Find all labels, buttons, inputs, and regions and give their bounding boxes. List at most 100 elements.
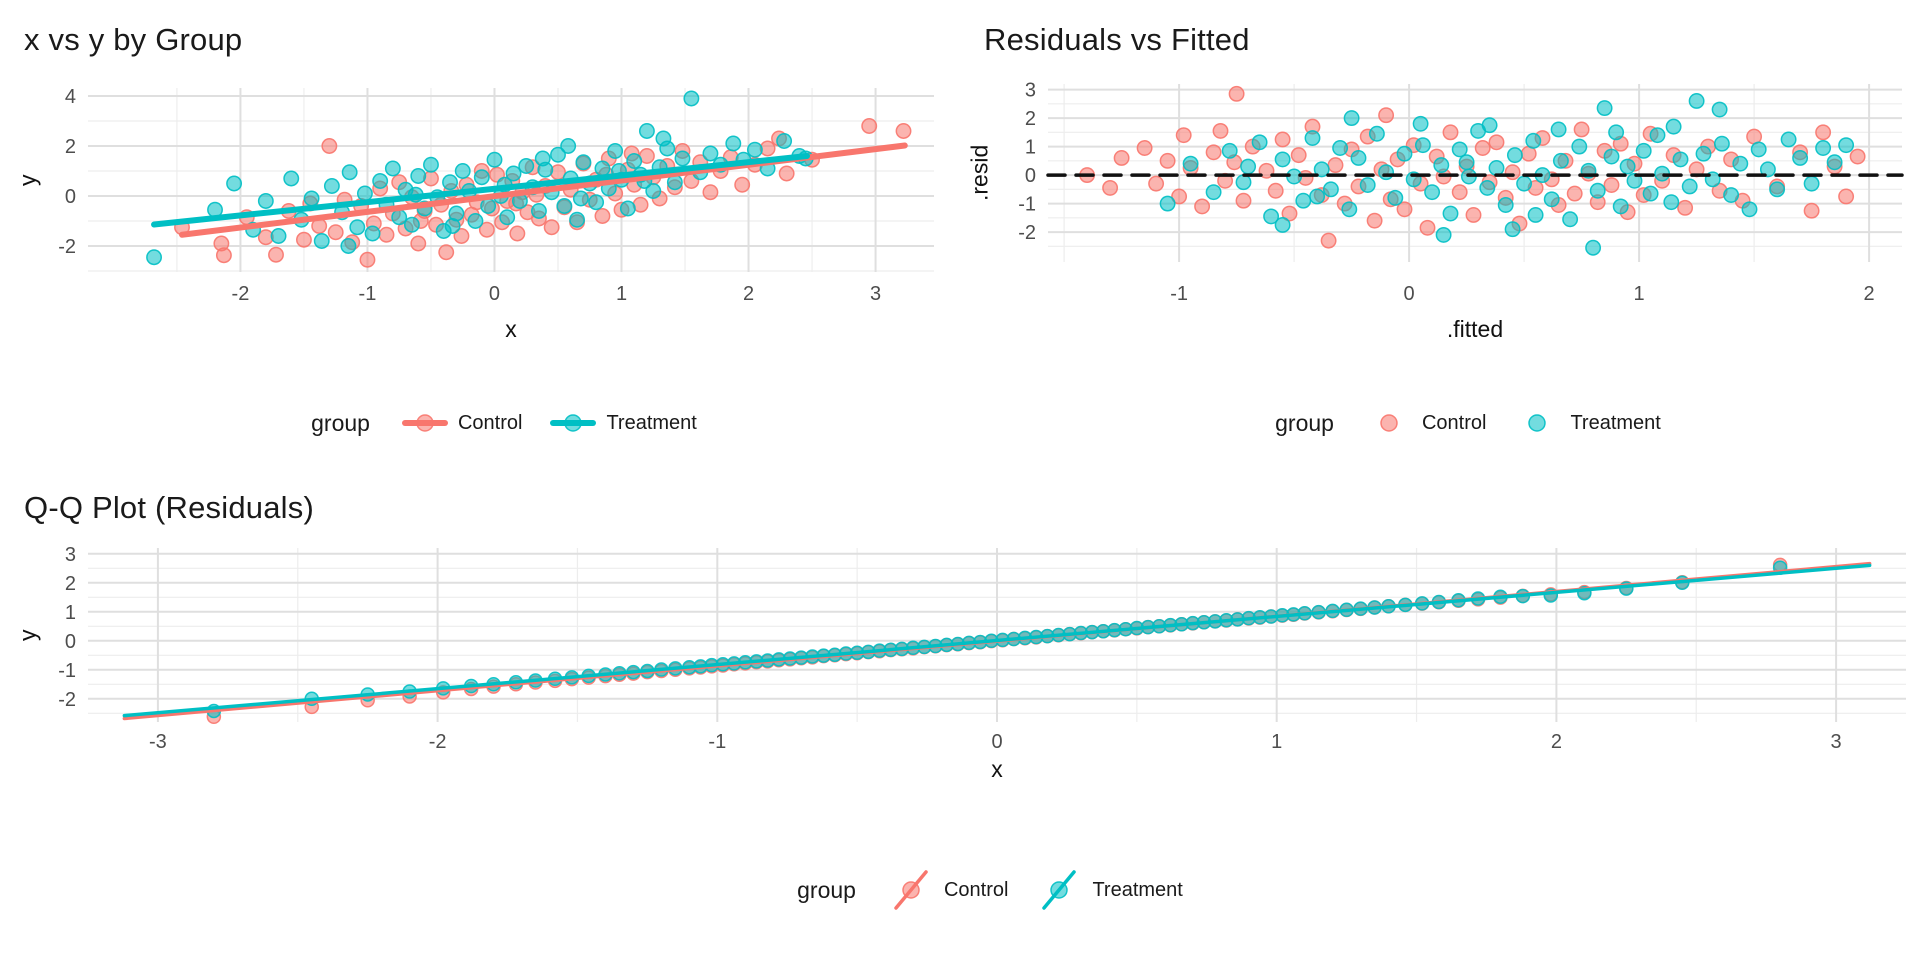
data-point-control bbox=[1451, 184, 1468, 201]
data-point-control bbox=[1419, 219, 1436, 236]
x-tick-label: -1 bbox=[708, 731, 726, 753]
y-tick-label: -2 bbox=[58, 689, 76, 711]
panel3-y-axis-label: y bbox=[14, 629, 41, 641]
data-point-control bbox=[1148, 175, 1165, 192]
data-point-control bbox=[1113, 150, 1130, 166]
y-tick-label: 0 bbox=[65, 631, 76, 653]
y-tick-label: -2 bbox=[58, 236, 76, 258]
legend-entry-control: Control bbox=[1366, 405, 1486, 441]
y-tick-label: -2 bbox=[1018, 222, 1036, 244]
data-point-control bbox=[1171, 188, 1188, 205]
data-point-treatment bbox=[505, 165, 522, 182]
data-point-treatment bbox=[725, 135, 742, 152]
data-point-treatment bbox=[572, 190, 589, 207]
x-tick-label: 1 bbox=[1271, 731, 1282, 753]
y-tick-label: 0 bbox=[65, 186, 76, 208]
data-point-treatment bbox=[1235, 174, 1252, 191]
x-tick-label: 0 bbox=[489, 283, 500, 305]
data-point-treatment bbox=[1713, 135, 1730, 152]
data-point-treatment bbox=[1626, 172, 1643, 189]
data-point-treatment bbox=[1263, 208, 1280, 225]
control-dot-key-icon bbox=[1380, 414, 1398, 432]
data-point-treatment bbox=[1274, 217, 1291, 233]
data-point-control bbox=[1815, 124, 1832, 141]
x-tick-label: 3 bbox=[1831, 731, 1842, 753]
data-point-treatment bbox=[638, 123, 655, 139]
data-point-treatment bbox=[467, 213, 484, 229]
data-point-treatment bbox=[1608, 124, 1625, 141]
x-tick-label: 0 bbox=[991, 731, 1002, 753]
data-point-treatment bbox=[1240, 158, 1257, 175]
y-tick-label: 2 bbox=[65, 573, 76, 595]
data-point-control bbox=[1573, 121, 1590, 138]
data-point-treatment bbox=[1414, 137, 1431, 154]
data-point-treatment bbox=[313, 233, 330, 249]
data-point-control bbox=[861, 118, 878, 134]
data-point-treatment bbox=[1562, 211, 1579, 228]
data-point-treatment bbox=[1313, 161, 1330, 178]
y-tick-label: 2 bbox=[65, 136, 76, 158]
treatment-diagonal-key-icon bbox=[1042, 870, 1077, 910]
data-point-control bbox=[1803, 202, 1820, 219]
data-point-treatment bbox=[1663, 194, 1680, 211]
x-tick-label: 2 bbox=[1551, 731, 1562, 753]
data-point-treatment bbox=[1596, 100, 1613, 117]
data-point-treatment bbox=[1451, 141, 1468, 158]
data-point-control bbox=[1504, 164, 1521, 181]
data-point-treatment bbox=[473, 169, 490, 186]
data-point-treatment bbox=[384, 160, 401, 177]
data-point-treatment bbox=[1732, 155, 1749, 172]
data-point-treatment bbox=[1488, 160, 1505, 176]
data-point-treatment bbox=[454, 163, 471, 179]
data-point-treatment bbox=[1359, 177, 1376, 194]
data-point-treatment bbox=[1815, 140, 1832, 156]
data-point-treatment bbox=[1695, 145, 1712, 162]
y-tick-label: -1 bbox=[1018, 194, 1036, 216]
data-point-treatment bbox=[391, 209, 408, 226]
data-point-treatment bbox=[1543, 191, 1560, 208]
data-point-control bbox=[1566, 185, 1583, 202]
data-point-control bbox=[594, 208, 611, 224]
data-point-treatment bbox=[1350, 150, 1367, 166]
data-point-control bbox=[1465, 207, 1482, 223]
data-point-treatment bbox=[410, 168, 427, 184]
data-point-treatment bbox=[1612, 198, 1629, 215]
panel1-title: x vs y by Group bbox=[24, 22, 243, 57]
data-point-control bbox=[1267, 182, 1284, 199]
data-point-treatment bbox=[1458, 154, 1475, 171]
data-point-treatment bbox=[1424, 184, 1441, 201]
data-point-treatment bbox=[486, 151, 503, 168]
data-point-control bbox=[1396, 201, 1413, 218]
legend-title: group bbox=[797, 876, 856, 903]
y-tick-label: 3 bbox=[65, 544, 76, 566]
treatment-dot-key-icon bbox=[1528, 414, 1547, 432]
data-point-treatment bbox=[1182, 155, 1199, 172]
legend-entry-control: Control bbox=[888, 868, 1008, 912]
data-point-treatment bbox=[588, 194, 605, 211]
data-point-treatment bbox=[1221, 142, 1238, 159]
data-point-control bbox=[702, 184, 719, 201]
data-point-treatment bbox=[270, 228, 287, 244]
data-point-control bbox=[453, 228, 470, 244]
data-point-control bbox=[1327, 157, 1344, 174]
data-point-control bbox=[509, 225, 526, 242]
data-point-control bbox=[895, 123, 912, 139]
data-point-control bbox=[1603, 177, 1620, 194]
data-point-treatment bbox=[530, 203, 547, 219]
data-point-control bbox=[410, 235, 427, 252]
data-point-treatment bbox=[534, 150, 551, 167]
data-point-treatment bbox=[1780, 131, 1797, 148]
data-point-control bbox=[1194, 198, 1211, 215]
data-point-treatment bbox=[1516, 175, 1533, 192]
data-point-treatment bbox=[655, 130, 672, 147]
data-point-treatment bbox=[619, 200, 636, 217]
panel1-x-axis-label: x bbox=[505, 316, 517, 342]
y-tick-label: 3 bbox=[1025, 80, 1036, 102]
legend-entry-treatment: Treatment bbox=[550, 405, 697, 441]
data-point-treatment bbox=[556, 198, 573, 214]
data-point-control bbox=[543, 219, 560, 236]
data-point-control bbox=[1175, 127, 1192, 144]
x-tick-label: 0 bbox=[1404, 283, 1415, 305]
data-point-control bbox=[778, 165, 795, 182]
